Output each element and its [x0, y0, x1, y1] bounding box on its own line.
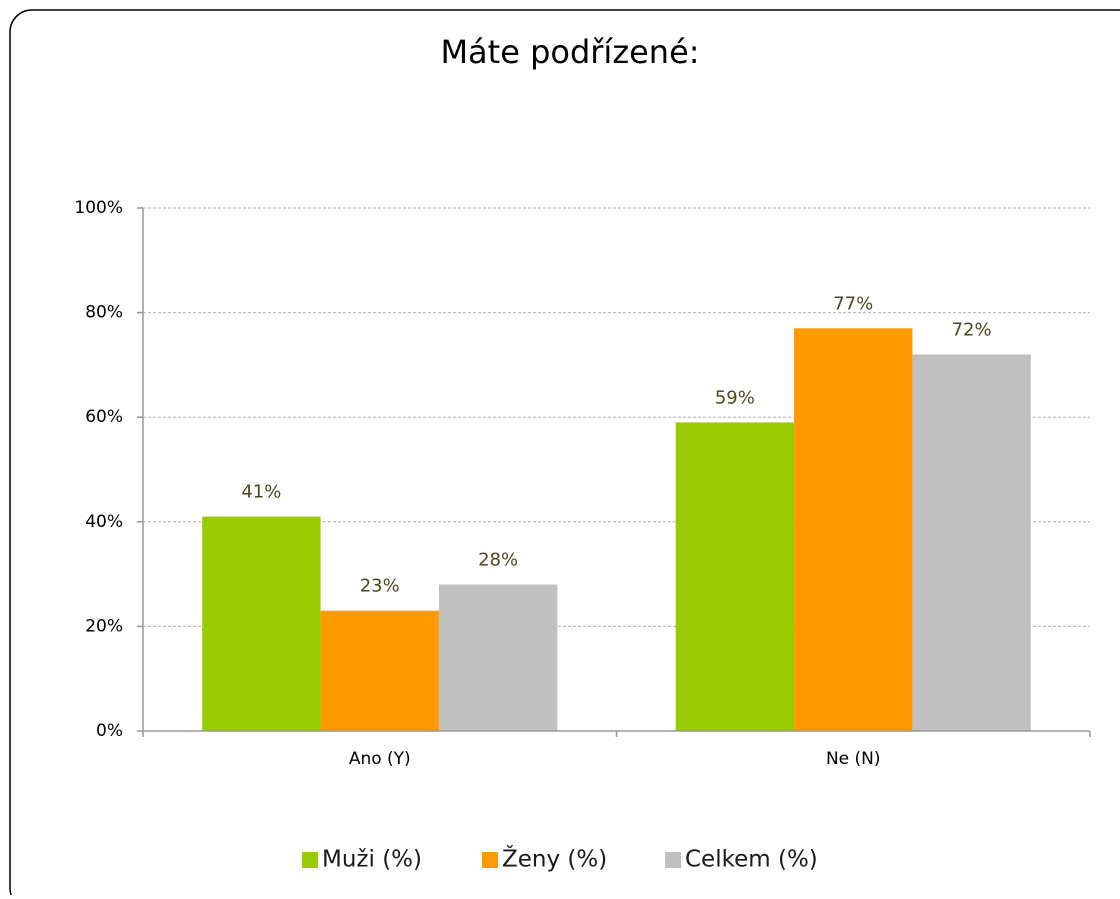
- value-label: 59%: [715, 387, 755, 408]
- value-label: 28%: [478, 550, 518, 571]
- legend-label: Ženy (%): [502, 845, 607, 873]
- y-tick-label: 100%: [74, 198, 123, 218]
- y-tick-label: 60%: [85, 407, 123, 427]
- legend-swatch: [665, 852, 681, 868]
- value-label: 41%: [241, 482, 281, 503]
- bar: [912, 354, 1031, 731]
- legend-swatch: [302, 852, 318, 868]
- legend-label: Celkem (%): [685, 847, 818, 873]
- chart-title: Máte podřízené:: [440, 33, 699, 71]
- y-tick-label: 40%: [85, 512, 123, 532]
- bar: [675, 422, 795, 731]
- bar: [794, 328, 913, 731]
- x-tick-label: Ne (N): [826, 749, 881, 769]
- bar: [438, 584, 558, 731]
- value-label: 77%: [833, 293, 873, 314]
- y-tick-label: 80%: [85, 303, 123, 323]
- legend-swatch: [482, 852, 498, 868]
- bar: [320, 610, 439, 731]
- value-label: 72%: [952, 319, 992, 340]
- x-tick-label: Ano (Y): [349, 749, 411, 769]
- bar: [202, 516, 321, 731]
- legend-label: Muži (%): [322, 847, 422, 873]
- y-tick-label: 0%: [96, 721, 123, 741]
- value-label: 23%: [360, 576, 400, 597]
- y-tick-label: 20%: [85, 616, 123, 636]
